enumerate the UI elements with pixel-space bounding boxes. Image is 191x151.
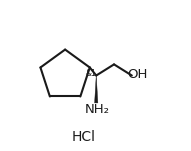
Polygon shape [95, 76, 98, 103]
Text: OH: OH [127, 68, 147, 81]
Text: NH₂: NH₂ [85, 103, 110, 116]
Text: &1: &1 [85, 69, 96, 78]
Text: HCl: HCl [72, 130, 96, 144]
